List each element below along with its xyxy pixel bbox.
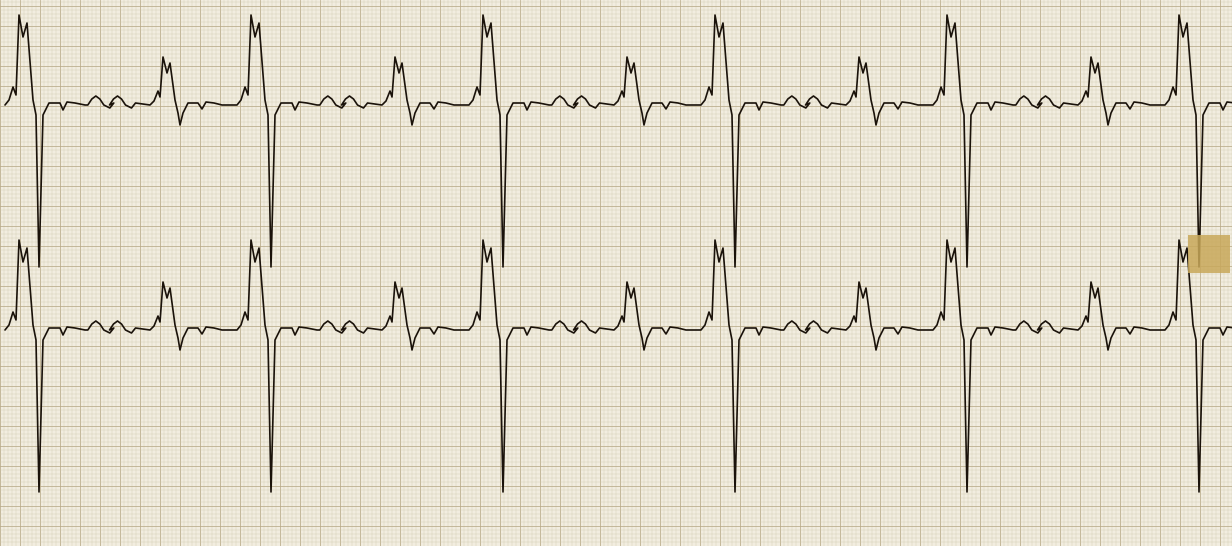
- Bar: [1188, 235, 1230, 273]
